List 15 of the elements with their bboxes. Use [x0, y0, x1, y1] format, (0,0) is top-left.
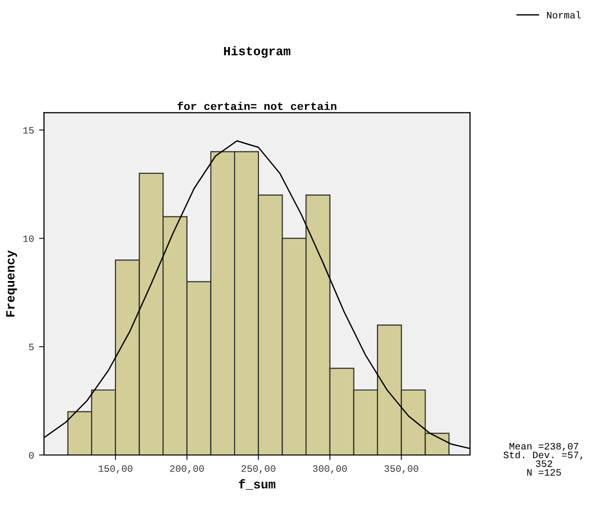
- chart-subtitle: for certain= not certain: [178, 102, 336, 110]
- text: Mean =238,07 Std. Dev. =57, 352 N =125: [504, 442, 582, 476]
- y-tick-label: 5: [29, 344, 34, 350]
- x-tick-label: 250,00: [242, 465, 276, 474]
- x-tick-label: 200,00: [170, 465, 204, 474]
- legend-label: Normal: [547, 11, 581, 18]
- chart-title: Histogram: [224, 46, 290, 58]
- x-tick-label: 350,00: [384, 465, 418, 474]
- y-tick-label: 10: [23, 235, 34, 242]
- y-tick-label: 0: [29, 452, 34, 459]
- x-axis-title: f_sum: [238, 479, 276, 490]
- y-axis-title: Frequency: [6, 250, 18, 317]
- x-tick-label: 300,00: [313, 465, 347, 474]
- x-tick-label: 150,00: [98, 465, 132, 474]
- y-tick-label: 15: [23, 127, 34, 134]
